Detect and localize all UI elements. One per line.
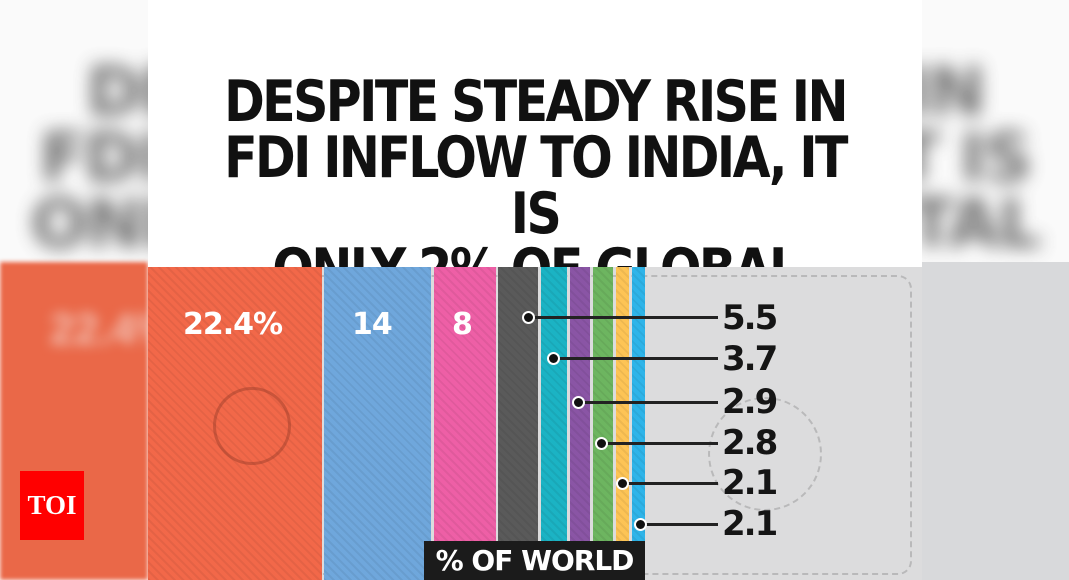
bar-5	[541, 267, 567, 580]
value-label-6: 2.9	[722, 382, 778, 422]
leader-dot-5	[547, 352, 560, 365]
backdrop-right-band	[922, 262, 1069, 580]
value-label-5: 3.7	[722, 339, 778, 379]
value-label-8: 2.1	[722, 463, 778, 503]
leader-dot-8	[616, 477, 629, 490]
infographic: DESPITE STEADY RISE IN FDI INFLOW TO IND…	[148, 0, 922, 580]
value-label-2: 14	[352, 307, 393, 342]
leader-line-7	[601, 442, 718, 445]
bar-2	[324, 267, 431, 580]
bill-seal-texture	[708, 397, 822, 511]
seal-icon	[213, 387, 291, 465]
chart-area: 22.4% 14 8 5.5 3.7 2.9 2.8 2.1 2.1 % OF …	[148, 267, 922, 580]
leader-dot-6	[572, 396, 585, 409]
bar-1	[148, 267, 322, 580]
title-line-1: DESPITE STEADY RISE IN	[224, 69, 848, 135]
value-label-7: 2.8	[722, 423, 778, 463]
leader-dot-4	[522, 311, 535, 324]
value-label-4: 5.5	[722, 298, 778, 338]
leader-dot-7	[595, 437, 608, 450]
bar-8	[616, 267, 629, 580]
value-label-9: 2.1	[722, 504, 778, 544]
leader-line-4	[528, 316, 718, 319]
leader-line-8	[622, 482, 718, 485]
leader-line-5	[553, 357, 718, 360]
leader-dot-9	[634, 518, 647, 531]
bar-7	[593, 267, 613, 580]
bar-3	[434, 267, 496, 580]
leader-line-6	[578, 401, 718, 404]
x-axis-label: % OF WORLD	[424, 541, 645, 580]
value-label-3: 8	[452, 307, 473, 342]
leader-line-9	[640, 523, 718, 526]
bar-9-india	[632, 267, 645, 580]
bar-6	[570, 267, 590, 580]
value-label-1: 22.4%	[183, 307, 283, 342]
title-line-2: FDI INFLOW TO INDIA, IT IS	[224, 125, 848, 247]
toi-logo: TOI	[20, 471, 84, 540]
